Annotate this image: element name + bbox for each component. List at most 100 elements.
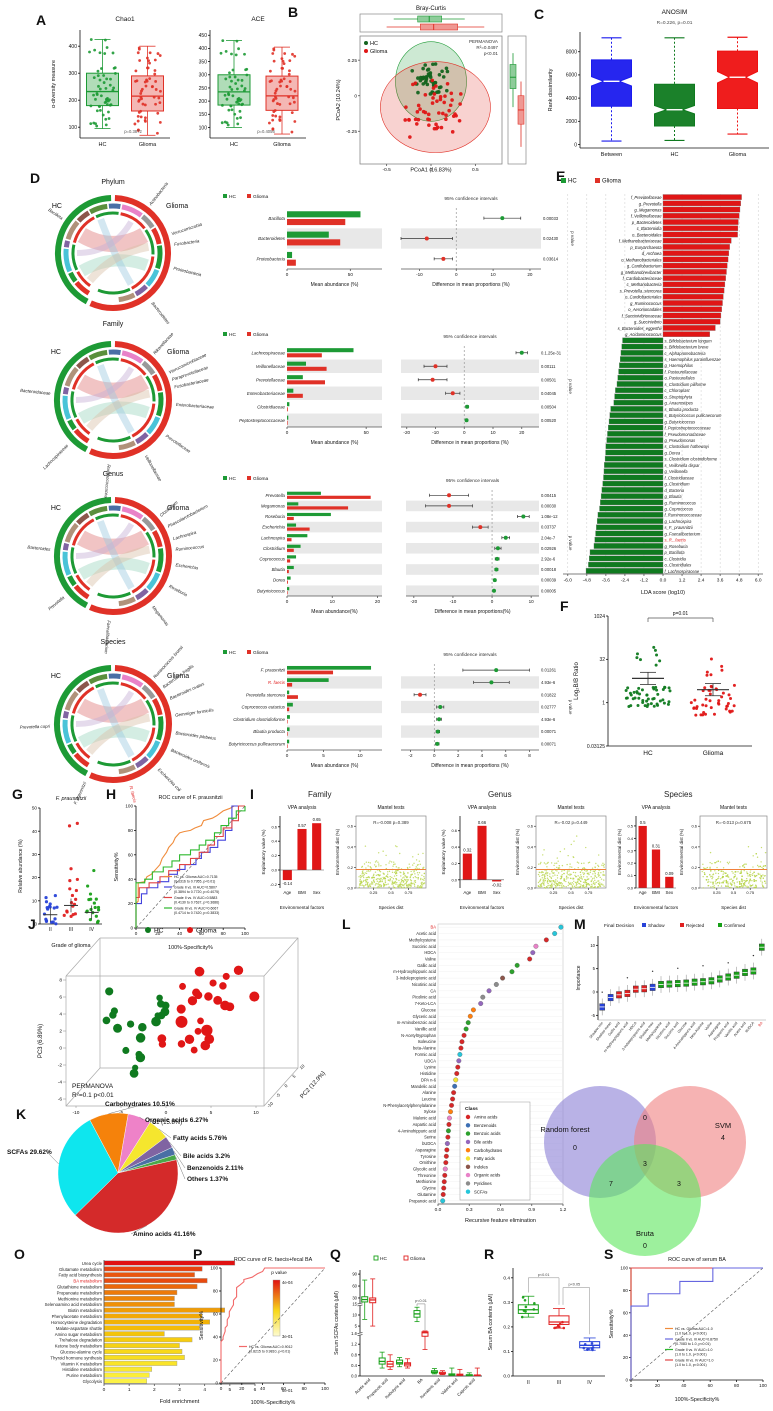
svg-text:20: 20 (213, 1358, 219, 1363)
svg-text:f_Methanobacteriaceae: f_Methanobacteriaceae (619, 239, 663, 244)
svg-text:Ruminococcus: Ruminococcus (175, 544, 205, 552)
fprausnitzii-grade-scatter: F. prausnitzii 0 10 20 30 40 50 Relative abunda… (18, 796, 102, 949)
svg-text:0: 0 (286, 753, 289, 758)
svg-text:R. faecis: R. faecis (268, 680, 286, 685)
svg-text:ROC curve of R. faecis+fecal B: ROC curve of R. faecis+fecal BA (234, 1257, 313, 1263)
svg-text:0: 0 (643, 1115, 647, 1122)
svg-text:Glioma: Glioma (167, 673, 189, 680)
svg-text:II: II (49, 927, 52, 933)
svg-text:g_Butyricicoccus: g_Butyricicoccus (665, 419, 696, 424)
svg-text:HDCA: HDCA (424, 950, 436, 955)
svg-text:Serum SCFAs contents (μM): Serum SCFAs contents (μM) (334, 1291, 340, 1355)
svg-text:2.4: 2.4 (698, 578, 705, 584)
svg-text:Glutathione metabolism: Glutathione metabolism (57, 1285, 103, 1290)
svg-text:Environmental dist (%): Environmental dist (%) (617, 828, 622, 875)
svg-text:Lachnospira: Lachnospira (172, 530, 197, 542)
panel-l-label: L (342, 916, 351, 932)
svg-text:0.01822: 0.01822 (541, 692, 557, 697)
svg-text:95% confidence intervals: 95% confidence intervals (444, 196, 498, 202)
svg-text:Mean abundance (%): Mean abundance (%) (311, 440, 359, 446)
svg-text:R²=0.0497: R²=0.0497 (476, 45, 498, 50)
svg-text:3: 3 (178, 1387, 181, 1393)
svg-text:0: 0 (433, 753, 436, 758)
svg-text:Genus: Genus (103, 471, 124, 478)
svg-text:R²=0.1 p<0.01: R²=0.1 p<0.01 (72, 1092, 114, 1099)
panel-j-label: J (28, 916, 36, 932)
svg-text:HC: HC (154, 928, 164, 935)
svg-text:Mantel tests: Mantel tests (720, 805, 747, 811)
svg-text:10: 10 (299, 1063, 306, 1070)
svg-text:p value: p value (271, 1270, 287, 1276)
svg-text:10: 10 (330, 599, 336, 604)
svg-text:0: 0 (215, 1381, 218, 1386)
svg-text:0.25: 0.25 (713, 890, 722, 895)
svg-text:Methionine metabolism: Methionine metabolism (58, 1296, 103, 1301)
svg-text:3e-01: 3e-01 (282, 1334, 293, 1339)
svg-text:0.4: 0.4 (627, 836, 633, 841)
svg-text:(0.3894 to 0.7720, p=0.4075): (0.3894 to 0.7720, p=0.4075) (174, 890, 219, 894)
svg-text:0: 0 (165, 1110, 168, 1116)
svg-text:Dorea: Dorea (273, 578, 286, 583)
svg-text:350: 350 (199, 59, 208, 65)
svg-text:-4.8: -4.8 (583, 578, 592, 584)
svg-text:HC: HC (99, 142, 107, 148)
svg-text:Bray-Curtis: Bray-Curtis (416, 6, 446, 12)
svg-text:Glioma: Glioma (167, 349, 189, 356)
svg-text:2.04e-7: 2.04e-7 (541, 535, 556, 540)
svg-text:1.2: 1.2 (351, 1342, 357, 1347)
ace-boxplot: ACE 100 150 200 250 300 350 400 450 HC Glioma p=0.4… (199, 16, 306, 148)
svg-text:Phylum: Phylum (101, 179, 125, 186)
svg-text:200: 200 (69, 98, 78, 104)
svg-text:Enterobacteriaceae: Enterobacteriaceae (176, 402, 215, 410)
svg-text:p<0.01: p<0.01 (538, 1273, 550, 1277)
svg-text:o_Clostridiales: o_Clostridiales (665, 563, 692, 568)
svg-text:4.8: 4.8 (736, 578, 743, 584)
svg-text:HC: HC (51, 505, 61, 512)
svg-text:Fold enrichment: Fold enrichment (160, 1399, 200, 1405)
svg-text:0.02430: 0.02430 (543, 236, 559, 241)
svg-text:f_Veillonellaceae: f_Veillonellaceae (631, 214, 663, 219)
svg-text:0: 0 (630, 1383, 633, 1388)
svg-text:Butyricicoccus pullicaecorum: Butyricicoccus pullicaecorum (229, 741, 286, 746)
svg-text:Tyrosine: Tyrosine (421, 1154, 437, 1159)
svg-text:10: 10 (358, 753, 364, 758)
svg-text:3-Indolepropionic acid: 3-Indolepropionic acid (396, 976, 437, 981)
svg-text:50: 50 (348, 272, 354, 277)
svg-text:Prevotella copri: Prevotella copri (20, 724, 51, 730)
svg-text:Species dist: Species dist (559, 905, 584, 910)
svg-text:Lachnospiraceae: Lachnospiraceae (252, 350, 286, 355)
svg-text:Confirmed: Confirmed (724, 923, 746, 928)
svg-text:6: 6 (59, 995, 62, 1001)
svg-text:BMI: BMI (652, 890, 660, 895)
svg-text:PCoA1 (16.83%): PCoA1 (16.83%) (410, 168, 451, 174)
svg-text:g_Ruminococcus: g_Ruminococcus (665, 500, 696, 505)
svg-text:Environmental factors: Environmental factors (460, 905, 505, 910)
svg-text:HC: HC (51, 349, 61, 356)
svg-text:Environmental factors: Environmental factors (634, 905, 679, 910)
svg-text:0.4: 0.4 (691, 844, 697, 849)
svg-text:Indoles: Indoles (474, 1164, 488, 1169)
svg-text:60: 60 (623, 1310, 629, 1315)
svg-text:m-Hydroxyhippuric acid: m-Hydroxyhippuric acid (393, 969, 436, 974)
svg-text:2: 2 (153, 1387, 156, 1393)
svg-text:Fatty acids: Fatty acids (474, 1156, 495, 1161)
svg-text:d_Archaea: d_Archaea (642, 251, 663, 256)
svg-text:0: 0 (354, 93, 357, 99)
svg-text:p value: p value (568, 536, 573, 551)
svg-text:0.0: 0.0 (435, 1207, 442, 1213)
panel-o-label: O (14, 1246, 25, 1262)
svg-text:0.01261: 0.01261 (541, 668, 557, 673)
svg-text:Leucine: Leucine (422, 1097, 437, 1102)
svg-text:Amino sugar metabolism: Amino sugar metabolism (55, 1332, 103, 1337)
svg-text:Gallic acid: Gallic acid (417, 963, 437, 968)
svg-text:HC: HC (229, 650, 236, 656)
family-ci-plot: 95% confidence intervals 0.1.25e-31 0.0011… (401, 334, 573, 446)
svg-text:Megamonas: Megamonas (151, 605, 170, 628)
svg-text:Others 1.37%: Others 1.37% (187, 1176, 228, 1183)
svg-text:III: III (69, 927, 73, 933)
svg-text:Butyricicoccus: Butyricicoccus (257, 588, 286, 593)
panel-r-label: R (484, 1246, 495, 1262)
